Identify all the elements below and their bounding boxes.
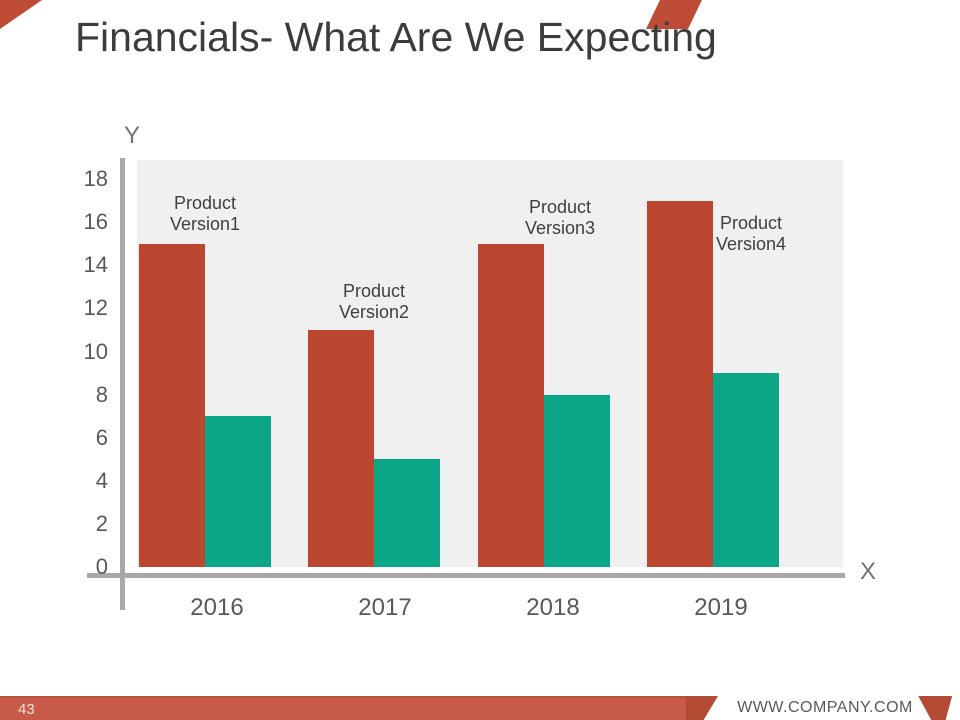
bar-product-version-red-2019 [646, 200, 713, 567]
x-tick-label: 2019 [694, 594, 748, 621]
y-tick-label: 8 [95, 381, 108, 407]
bar-annotation: Product Version2 [338, 281, 410, 322]
y-tick-label: 6 [95, 424, 108, 450]
footer-bar: 43 [0, 696, 688, 720]
slide-title: Financials- What Are We Expecting [75, 14, 717, 60]
y-tick-label: 16 [83, 209, 108, 235]
y-axis-line [120, 158, 125, 610]
y-tick-label: 4 [95, 467, 108, 493]
bar-product-version-red-2016 [139, 243, 205, 567]
bar-product-version-red-2018 [477, 243, 544, 567]
x-axis-title: X [860, 558, 877, 585]
x-tick-label: 2016 [190, 594, 244, 621]
y-tick-label: 18 [83, 166, 108, 192]
x-tick-label: 2018 [526, 594, 580, 621]
bar-annotation: Product Version3 [524, 197, 596, 238]
y-axis-title: Y [124, 122, 141, 149]
bar-product-version-teal-2018 [543, 394, 610, 567]
bar-annotation: Product Version1 [169, 193, 241, 234]
bar-product-version-teal-2016 [205, 416, 271, 567]
y-tick-label: 10 [83, 338, 108, 364]
y-tick-label: 2 [95, 510, 108, 536]
bar-chart: Y X 0 2 4 6 8 10 12 14 16 18 2016 2017 2018 2019 Pro… [83, 122, 877, 621]
x-tick-label: 2017 [358, 594, 412, 621]
bar-product-version-red-2017 [308, 329, 375, 567]
bar-annotation: Product Version4 [715, 213, 787, 254]
page-number: 43 [18, 701, 35, 718]
x-axis-line [87, 573, 845, 578]
y-tick-label: 14 [83, 252, 108, 278]
bar-product-version-teal-2017 [374, 459, 441, 567]
y-tick-label: 12 [83, 295, 108, 321]
bar-product-version-teal-2019 [712, 373, 779, 567]
footer: 43 WWW.COMPANY.COM [0, 694, 960, 720]
y-tick-label: 0 [95, 554, 108, 579]
website-url: WWW.COMPANY.COM [737, 699, 913, 716]
